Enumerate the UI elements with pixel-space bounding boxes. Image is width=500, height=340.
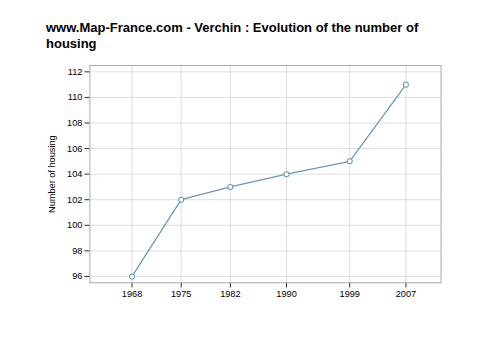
svg-text:112: 112	[68, 67, 83, 77]
svg-text:108: 108	[67, 118, 82, 128]
svg-text:100: 100	[67, 220, 82, 230]
svg-text:1999: 1999	[340, 289, 360, 299]
svg-text:106: 106	[67, 144, 82, 154]
svg-text:110: 110	[68, 93, 83, 103]
svg-text:96: 96	[72, 272, 82, 282]
svg-text:102: 102	[67, 195, 82, 205]
svg-text:1968: 1968	[122, 289, 142, 299]
html-text:www.Map-France.com - Verchin :: www.Map-France.com - Verchin : Evolution…	[46, 20, 419, 51]
svg-text:1975: 1975	[171, 289, 191, 299]
svg-text:104: 104	[67, 169, 82, 179]
svg-text:1990: 1990	[276, 289, 296, 299]
svg-text:Number of housing: Number of housing	[47, 136, 57, 214]
svg-text:98: 98	[72, 246, 82, 256]
svg-text:2007: 2007	[396, 289, 416, 299]
svg-text:1982: 1982	[220, 289, 240, 299]
